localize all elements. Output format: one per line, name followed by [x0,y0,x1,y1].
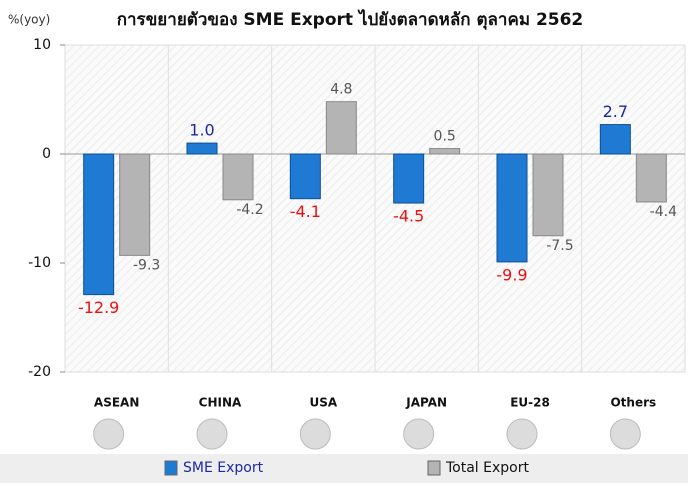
bar [186,142,218,155]
data-label: 0.5 [434,129,456,145]
flag-icon [403,418,435,450]
legend-swatch [164,460,178,476]
bar [325,101,357,155]
flag-icon [609,418,641,450]
x-tick-label: Others [610,396,656,410]
bar [289,153,321,200]
flag-icon [299,418,331,450]
x-tick-label: USA [309,396,337,410]
flag-icon [506,418,538,450]
y-tick-label: 0 [42,146,51,162]
bar [393,153,425,204]
bar [532,153,564,237]
flag-icon [196,418,228,450]
bar [119,153,151,256]
legend-swatch [427,460,441,476]
flag-icon [93,418,125,450]
bar [496,153,528,263]
data-label: -9.3 [133,257,160,273]
data-label: 1.0 [189,121,214,140]
data-label: -4.5 [393,207,424,226]
bar [429,148,461,155]
x-tick-label: ASEAN [94,396,139,410]
data-label: -12.9 [78,298,119,317]
data-label: -4.4 [650,204,677,220]
bar [599,124,631,155]
x-tick-label: JAPAN [405,396,447,410]
data-label: 2.7 [603,102,628,121]
y-tick-label: -20 [28,364,51,380]
bar [222,153,254,201]
y-axis-label: %(yoy) [8,13,50,27]
bar [635,153,667,203]
legend-label: Total Export [445,460,529,476]
x-tick-label: EU-28 [510,396,550,410]
x-tick-label: CHINA [199,396,242,410]
data-label: -9.9 [496,265,527,284]
chart-title: การขยายตัวของ SME Export ไปยังตลาดหลัก ต… [117,9,584,30]
legend-label: SME Export [183,460,264,476]
legend-band [0,454,688,483]
y-tick-label: 10 [33,37,51,53]
data-label: -7.5 [546,238,573,254]
data-label: -4.2 [236,202,263,218]
data-label: -4.1 [290,202,321,221]
data-label: 4.8 [330,82,352,98]
y-tick-label: -10 [28,255,51,271]
bar [83,153,115,296]
